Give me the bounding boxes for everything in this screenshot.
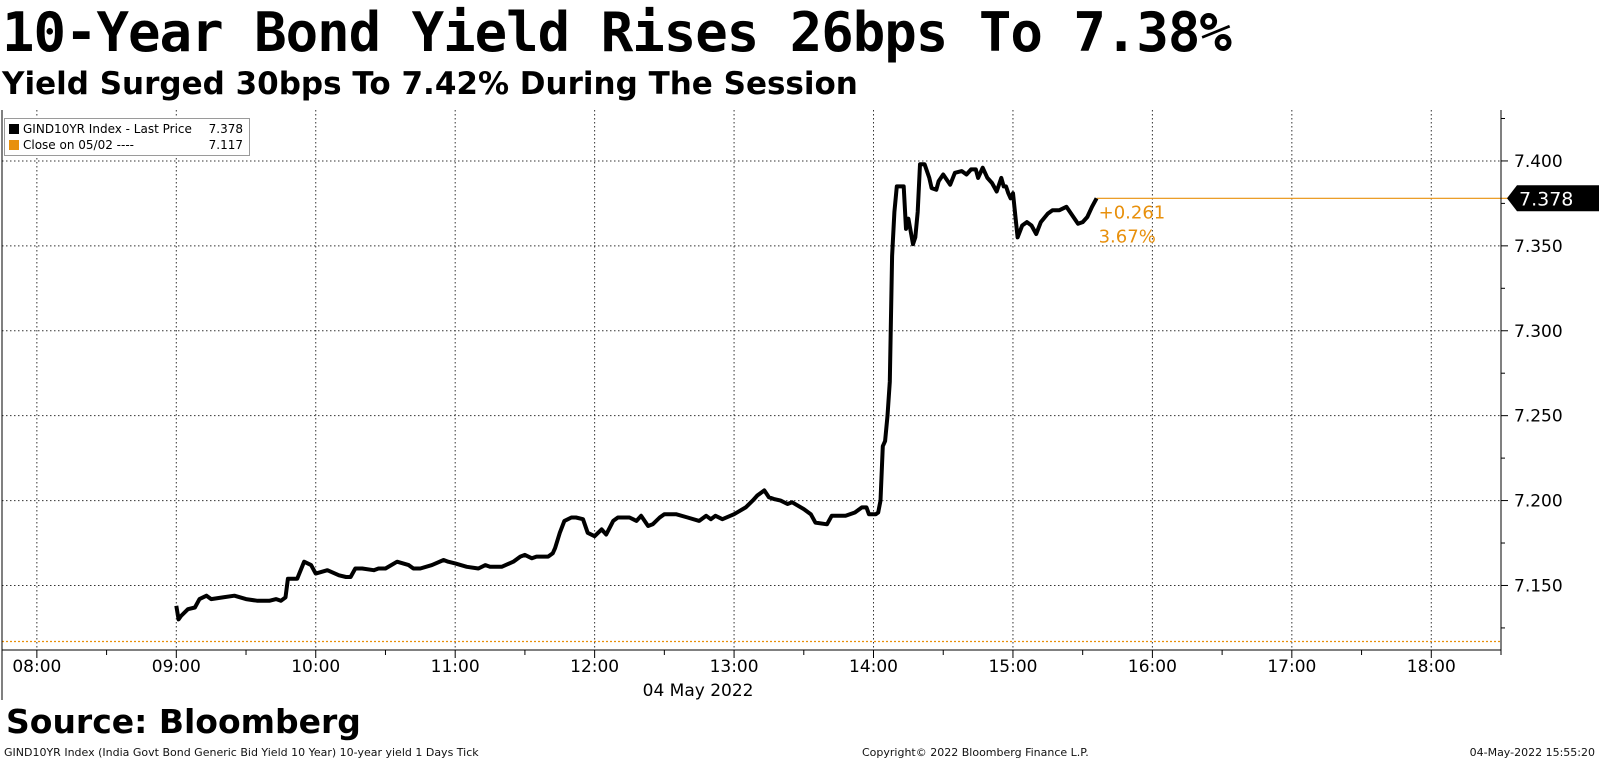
- y-tick-label: 7.200: [1514, 492, 1563, 512]
- chart-subtitle: Yield Surged 30bps To 7.42% During The S…: [2, 66, 858, 102]
- source-label: Source: Bloomberg: [6, 702, 361, 741]
- footer-description: GIND10YR Index (India Govt Bond Generic …: [4, 746, 479, 759]
- footer-timestamp: 04-May-2022 15:55:20: [1469, 746, 1595, 759]
- x-tick-label: 09:00: [152, 657, 201, 677]
- last-price-tag: 7.378: [1507, 185, 1599, 212]
- series-line: [174, 162, 1099, 622]
- x-tick-label: 13:00: [710, 657, 759, 677]
- y-tick-label: 7.400: [1514, 152, 1563, 172]
- legend: GIND10YR Index - Last Price 7.378 Close …: [4, 118, 250, 156]
- tick-labels: 08:00 09:00 10:00 11:00 12:00 13:00 14:00 15:00…: [12, 152, 1562, 677]
- legend-label: Close on 05/02 ----: [23, 138, 134, 152]
- legend-item-last-price: GIND10YR Index - Last Price 7.378: [9, 121, 243, 137]
- legend-value: 7.378: [208, 122, 243, 136]
- chart-title: 10-Year Bond Yield Rises 26bps To 7.38%: [2, 1, 1232, 64]
- x-tick-label: 15:00: [988, 657, 1037, 677]
- x-tick-label: 17:00: [1267, 657, 1316, 677]
- x-axis-date-label: 04 May 2022: [643, 681, 754, 701]
- y-tick-label: 7.350: [1514, 237, 1563, 257]
- legend-value: 7.117: [208, 138, 243, 152]
- legend-item-close: Close on 05/02 ---- 7.117: [9, 137, 243, 153]
- x-tick-label: 16:00: [1128, 657, 1177, 677]
- last-price-tag-background: [1507, 185, 1599, 212]
- axes: [1, 110, 1508, 700]
- grid: [2, 110, 1501, 650]
- change-pct-label: 3.67%: [1099, 226, 1156, 247]
- x-tick-label: 14:00: [849, 657, 898, 677]
- legend-swatch-black: [9, 124, 19, 134]
- x-tick-label: 12:00: [570, 657, 619, 677]
- x-tick-label: 08:00: [12, 657, 61, 677]
- change-abs-label: +0.261: [1099, 202, 1166, 223]
- y-tick-label: 7.300: [1514, 322, 1563, 342]
- last-price-tag-text: 7.378: [1519, 188, 1573, 210]
- x-tick-label: 10:00: [291, 657, 340, 677]
- x-tick-label: 11:00: [431, 657, 480, 677]
- y-tick-label: 7.250: [1514, 407, 1563, 427]
- legend-label: GIND10YR Index - Last Price: [23, 122, 192, 136]
- x-tick-label: 18:00: [1407, 657, 1456, 677]
- y-tick-label: 7.150: [1514, 576, 1563, 596]
- footer-copyright: Copyright© 2022 Bloomberg Finance L.P.: [862, 746, 1089, 759]
- legend-swatch-orange: [9, 140, 19, 150]
